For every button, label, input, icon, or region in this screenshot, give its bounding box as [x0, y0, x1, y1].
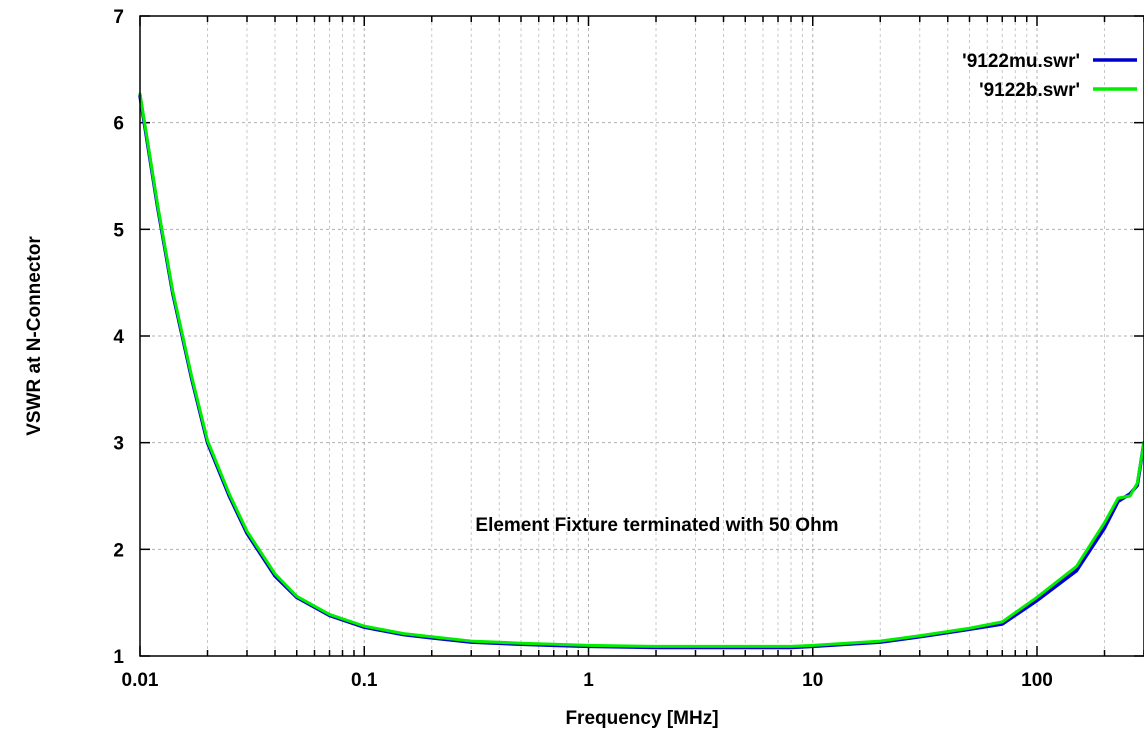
y-tick-label: 2	[113, 540, 124, 561]
tick-labels: 1 2 3 4 5 6 7 0.01 0.1 1 10 100	[113, 7, 1052, 691]
grid	[140, 16, 1144, 656]
x-tick-label: 10	[802, 670, 823, 691]
y-tick-label: 6	[113, 114, 124, 135]
y-tick-label: 1	[113, 647, 124, 668]
x-tick-label: 100	[1021, 670, 1053, 691]
x-tick-label: 0.1	[351, 670, 378, 691]
y-tick-label: 3	[113, 434, 124, 455]
series-line-9122b	[138, 92, 1144, 648]
series-layer	[138, 92, 1144, 650]
y-tick-label: 4	[113, 327, 124, 348]
legend: '9122mu.swr' '9122b.swr'	[962, 51, 1137, 101]
x-tick-label: 0.01	[122, 670, 159, 691]
legend-label-9122b: '9122b.swr'	[979, 80, 1080, 101]
chart-annotation: Element Fixture terminated with 50 Ohm	[475, 515, 838, 536]
x-tick-label: 1	[583, 670, 594, 691]
series-line-9122mu	[138, 94, 1144, 650]
x-axis-label: Frequency [MHz]	[565, 708, 718, 729]
y-tick-label: 5	[113, 220, 124, 241]
y-tick-label: 7	[113, 7, 124, 28]
y-axis-label: VSWR at N-Connector	[24, 236, 45, 436]
legend-label-9122mu: '9122mu.swr'	[962, 51, 1080, 72]
plot-frame	[139, 15, 1144, 657]
